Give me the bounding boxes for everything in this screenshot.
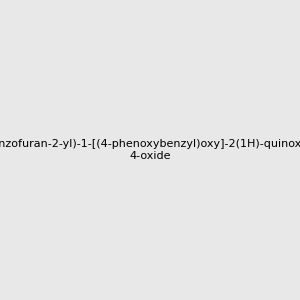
Text: 3-(1-benzofuran-2-yl)-1-[(4-phenoxybenzyl)oxy]-2(1H)-quinoxalinone 4-oxide: 3-(1-benzofuran-2-yl)-1-[(4-phenoxybenzy…	[0, 139, 300, 161]
